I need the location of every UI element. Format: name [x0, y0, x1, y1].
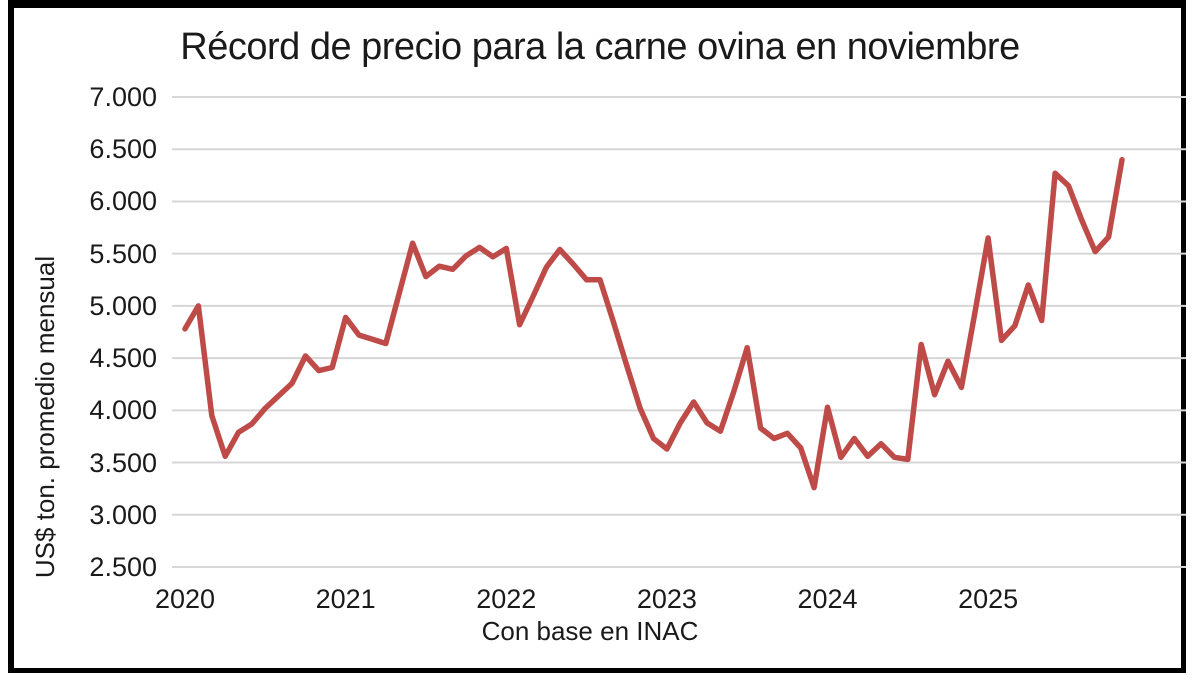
- chart-title: Récord de precio para la carne ovina en …: [180, 26, 1020, 68]
- y-tick-label: 5.500: [89, 238, 157, 269]
- x-tick-label: 2023: [636, 584, 697, 614]
- y-tick-label: 6.500: [89, 134, 157, 165]
- x-tick-label: 2021: [315, 584, 376, 614]
- y-tick-label: 7.000: [89, 82, 157, 112]
- y-tick-label: 5.000: [89, 290, 157, 321]
- x-tick-label: 2022: [476, 584, 537, 614]
- y-tick-label: 4.000: [89, 395, 157, 426]
- y-tick-label: 6.000: [89, 186, 157, 217]
- y-tick-label: 3.000: [89, 499, 157, 530]
- gridlines: [172, 96, 1186, 568]
- x-tick-label: 2025: [958, 584, 1019, 614]
- y-tick-label: 3.500: [89, 447, 157, 478]
- x-tick-label: 2024: [797, 584, 858, 614]
- y-tick-label: 4.500: [89, 343, 157, 374]
- x-tick-label: 2020: [154, 584, 216, 614]
- price-series-line: [182, 156, 1125, 491]
- chart-frame-border: [8, 0, 1186, 673]
- x-axis-caption: Con base en INAC: [481, 616, 699, 646]
- y-tick-label: 2.500: [89, 552, 157, 582]
